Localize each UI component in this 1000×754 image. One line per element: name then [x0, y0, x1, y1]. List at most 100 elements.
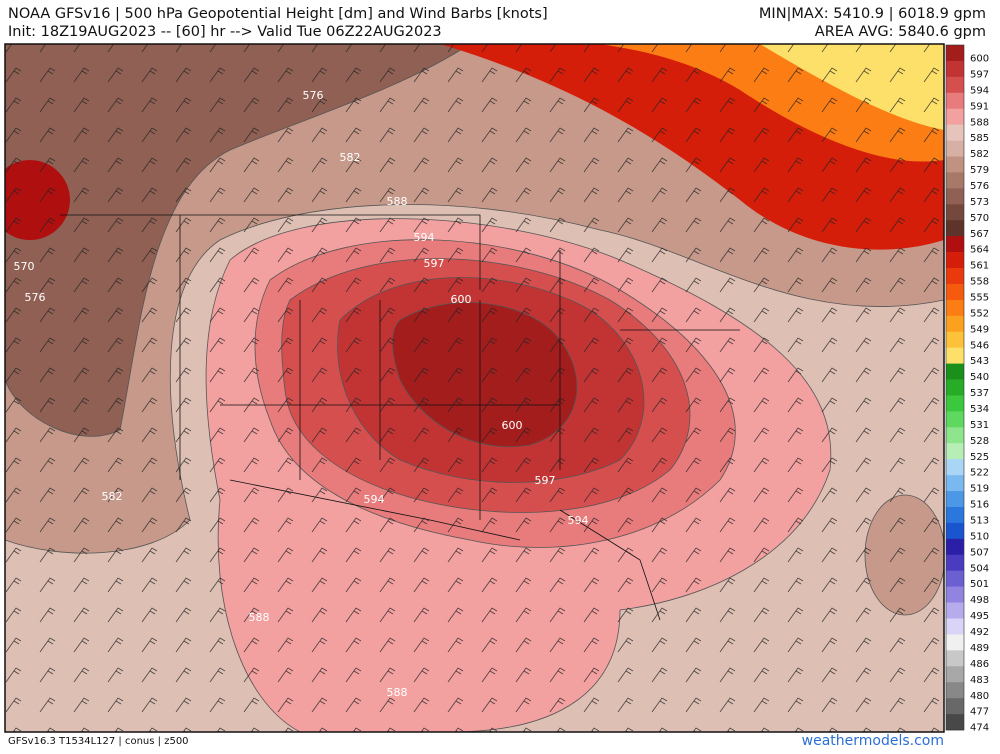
colorbar-label: 600 — [970, 54, 989, 65]
colorbar-label: 594 — [970, 85, 989, 96]
colorbar-label: 531 — [970, 420, 989, 431]
contour-label: 594 — [364, 493, 385, 506]
colorbar-label: 588 — [970, 117, 989, 128]
colorbar-bin — [946, 363, 964, 380]
colorbar-label: 477 — [970, 707, 989, 718]
colorbar-bin — [946, 172, 964, 189]
colorbar-bin — [946, 491, 964, 508]
contour-label: 597 — [535, 474, 556, 487]
colorbar-bin — [946, 60, 964, 78]
colorbar-label: 486 — [970, 659, 989, 670]
contour-label: 576 — [303, 89, 324, 102]
colorbar-label: 495 — [970, 611, 989, 622]
colorbar-label: 561 — [970, 261, 989, 272]
colorbar-bin — [946, 45, 964, 62]
colorbar-bin — [946, 538, 964, 556]
colorbar-bin — [946, 379, 964, 396]
colorbar-label: 507 — [970, 547, 989, 558]
colorbar-bin — [946, 252, 964, 269]
colorbar-bin — [946, 299, 964, 317]
contour-label: 588 — [249, 611, 270, 624]
colorbar-bin — [946, 634, 964, 651]
colorbar-bin — [946, 140, 964, 157]
colorbar-label: 579 — [970, 165, 989, 176]
colorbar-bin — [946, 268, 964, 285]
colorbar-label: 483 — [970, 675, 989, 686]
colorbar-label: 576 — [970, 181, 989, 192]
colorbar-label: 549 — [970, 324, 989, 335]
colorbar-label: 552 — [970, 308, 989, 319]
colorbar-bin — [946, 395, 964, 412]
colorbar-bin — [946, 347, 964, 364]
colorbar-label: 555 — [970, 292, 989, 303]
colorbar-bin — [946, 283, 964, 301]
colorbar-bin — [946, 570, 964, 587]
colorbar-bin — [946, 92, 964, 110]
colorbar-label: 591 — [970, 101, 989, 112]
colorbar-bin — [946, 315, 964, 333]
colorbar-label: 492 — [970, 627, 989, 638]
colorbar-label: 510 — [970, 531, 989, 542]
colorbar-bin — [946, 666, 964, 683]
colorbar-label: 501 — [970, 579, 989, 590]
colorbar-bin — [946, 475, 964, 492]
colorbar-label: 522 — [970, 468, 989, 479]
colorbar-bin — [946, 506, 964, 524]
colorbar-bin — [946, 188, 964, 205]
colorbar-frame — [945, 44, 965, 731]
colorbar-bin — [946, 459, 964, 476]
contour-label: 582 — [102, 490, 123, 503]
colorbar-label: 474 — [970, 723, 989, 734]
colorbar-label: 582 — [970, 149, 989, 160]
wind-barbs — [5, 44, 944, 732]
colorbar-label: 480 — [970, 691, 989, 702]
colorbar-bin — [946, 236, 964, 253]
contour-label: 600 — [502, 419, 523, 432]
colorbar-bin — [946, 220, 964, 237]
contour-label: 576 — [25, 291, 46, 304]
colorbar-label: 546 — [970, 340, 989, 351]
colorbar-label: 489 — [970, 643, 989, 654]
title: NOAA GFSv16 | 500 hPa Geopotential Heigh… — [8, 6, 548, 22]
colorbar-bin — [946, 650, 964, 667]
colorbar-bin — [946, 602, 964, 619]
map-frame — [4, 43, 945, 733]
colorbar-label: 564 — [970, 245, 989, 256]
contour-label: 570 — [14, 260, 35, 273]
contour-label: 594 — [414, 231, 435, 244]
colorbar-label: 528 — [970, 436, 989, 447]
colorbar-label: 516 — [970, 500, 989, 511]
colorbar-bin — [946, 443, 964, 460]
colorbar-label: 570 — [970, 213, 989, 224]
colorbar-bin — [946, 108, 964, 125]
colorbar-bin — [946, 714, 964, 731]
colorbar-bin — [946, 156, 964, 173]
colorbar-label: 543 — [970, 356, 989, 367]
subtitle: Init: 18Z19AUG2023 -- [60] hr --> Valid … — [8, 24, 442, 40]
colorbar-label: 525 — [970, 452, 989, 463]
footer-site: weathermodels.com — [802, 733, 944, 749]
contour-label: 600 — [451, 293, 472, 306]
colorbar-bin — [946, 427, 964, 444]
colorbar-label: 540 — [970, 372, 989, 383]
contour-label: 588 — [387, 686, 408, 699]
colorbar-bin — [946, 411, 964, 428]
map — [5, 44, 944, 732]
minmax: MIN|MAX: 5410.9 | 6018.9 gpm — [759, 6, 986, 22]
colorbar-label: 498 — [970, 595, 989, 606]
colorbar-bin — [946, 331, 964, 348]
colorbar-bin — [946, 698, 964, 715]
colorbar: 600 597 594 591 588 585 582 579 576 573 570 567 564 5… — [945, 44, 989, 734]
colorbar-bin — [946, 618, 964, 635]
colorbar-label: 597 — [970, 69, 989, 80]
colorbar-label: 567 — [970, 229, 989, 240]
colorbar-bin — [946, 682, 964, 699]
colorbar-bin — [946, 204, 964, 221]
colorbar-bin — [946, 586, 964, 603]
colorbar-bin — [946, 522, 964, 540]
colorbar-label: 573 — [970, 197, 989, 208]
colorbar-label: 537 — [970, 388, 989, 399]
colorbar-label: 558 — [970, 277, 989, 288]
colorbar-label: 513 — [970, 516, 989, 527]
